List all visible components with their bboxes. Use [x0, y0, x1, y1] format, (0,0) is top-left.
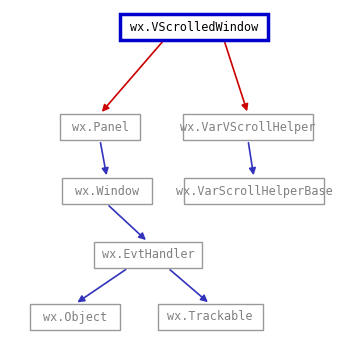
FancyBboxPatch shape	[30, 304, 120, 330]
FancyBboxPatch shape	[62, 178, 152, 204]
Text: wx.Panel: wx.Panel	[71, 120, 128, 134]
Text: wx.VarVScrollHelper: wx.VarVScrollHelper	[180, 120, 316, 134]
FancyBboxPatch shape	[157, 304, 263, 330]
Text: wx.VarScrollHelperBase: wx.VarScrollHelperBase	[176, 185, 332, 197]
FancyBboxPatch shape	[94, 242, 202, 268]
Text: wx.Trackable: wx.Trackable	[167, 311, 253, 323]
FancyBboxPatch shape	[183, 114, 313, 140]
FancyBboxPatch shape	[60, 114, 140, 140]
FancyBboxPatch shape	[184, 178, 324, 204]
Text: wx.VScrolledWindow: wx.VScrolledWindow	[130, 20, 258, 34]
Text: wx.EvtHandler: wx.EvtHandler	[102, 248, 194, 262]
FancyBboxPatch shape	[120, 14, 268, 40]
Text: wx.Object: wx.Object	[43, 311, 107, 323]
Text: wx.Window: wx.Window	[75, 185, 139, 197]
